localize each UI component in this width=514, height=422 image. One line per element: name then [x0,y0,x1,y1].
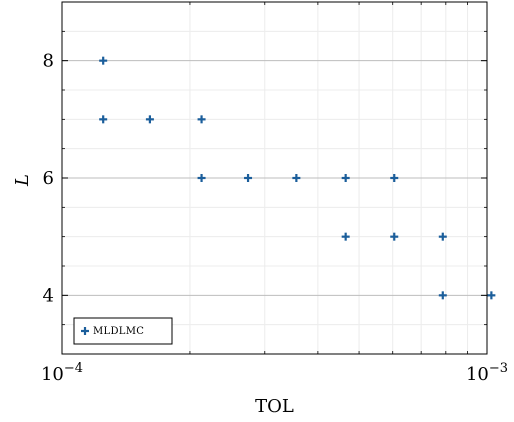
x-tick-label: 10−3 [466,361,508,385]
data-point [145,115,154,124]
data-point [197,115,206,124]
data-point [390,174,399,182]
y-axis-label: L [12,174,33,187]
x-tick-label: 10−4 [41,361,83,385]
data-point [341,174,350,182]
data-point [438,232,447,241]
data-marks [99,56,496,300]
x-axis-label: TOL [255,396,294,417]
y-tick-label: 8 [43,51,54,72]
data-point [390,232,399,241]
data-point [292,174,301,182]
tick-labels: 4 6 8 10−4 10−3 [41,51,508,385]
data-point [197,174,206,182]
legend-marker-icon [81,327,89,335]
major-grid [62,60,487,296]
legend: MLDLMC [73,317,173,345]
y-tick-label: 4 [43,285,54,306]
plot-frame [61,1,488,355]
data-point [341,232,350,241]
data-point [244,174,253,182]
data-point [487,291,496,300]
legend-box [73,317,173,345]
legend-label: MLDLMC [93,326,144,337]
data-point [99,115,108,124]
data-point [438,291,447,300]
y-tick-label: 6 [43,168,54,189]
legend-plus-mark [81,327,89,335]
data-point [99,56,108,65]
